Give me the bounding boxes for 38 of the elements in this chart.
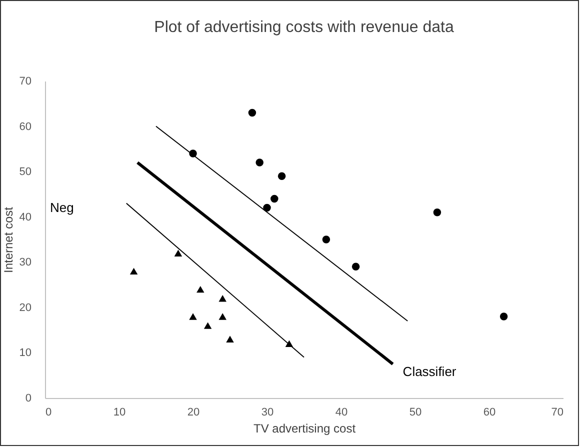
x-tick-label: 70 xyxy=(551,406,564,418)
x-tick-label: 60 xyxy=(483,406,496,418)
y-tick-label: 70 xyxy=(19,76,32,88)
point xyxy=(130,268,138,275)
point xyxy=(270,194,278,203)
point xyxy=(278,172,286,180)
point xyxy=(174,250,182,256)
point xyxy=(189,313,197,320)
y-tick-label: 50 xyxy=(19,166,32,178)
chart-title: Plot of advertising costs with revenue data xyxy=(154,19,454,36)
point xyxy=(433,208,442,216)
y-axis-title: Internet cost xyxy=(1,206,16,274)
annotation: Classifier xyxy=(402,364,457,380)
x-tick-label: 10 xyxy=(113,406,126,418)
point xyxy=(218,313,226,320)
point xyxy=(248,108,256,117)
point xyxy=(352,262,360,271)
x-tick-label: 30 xyxy=(261,406,274,418)
x-tick-label: 40 xyxy=(335,406,348,418)
point xyxy=(263,204,271,212)
point xyxy=(500,312,508,320)
y-tick-label: 30 xyxy=(19,256,32,269)
x-tick-label: 20 xyxy=(187,406,200,418)
y-tick-label: 10 xyxy=(19,347,32,360)
x-axis-title: TV advertising cost xyxy=(253,422,356,436)
annotation: Neg xyxy=(50,200,74,215)
y-tick-label: 40 xyxy=(19,211,32,224)
y-tick-label: 0 xyxy=(25,392,32,404)
y-tick-label: 20 xyxy=(19,302,32,314)
x-tick-label: 0 xyxy=(46,406,52,418)
x-tick-label: 50 xyxy=(409,406,422,418)
point xyxy=(218,295,226,302)
point xyxy=(226,336,234,342)
point xyxy=(196,286,204,293)
point xyxy=(322,236,330,244)
point xyxy=(204,322,212,329)
y-tick-label: 60 xyxy=(19,120,32,133)
point xyxy=(256,158,264,166)
